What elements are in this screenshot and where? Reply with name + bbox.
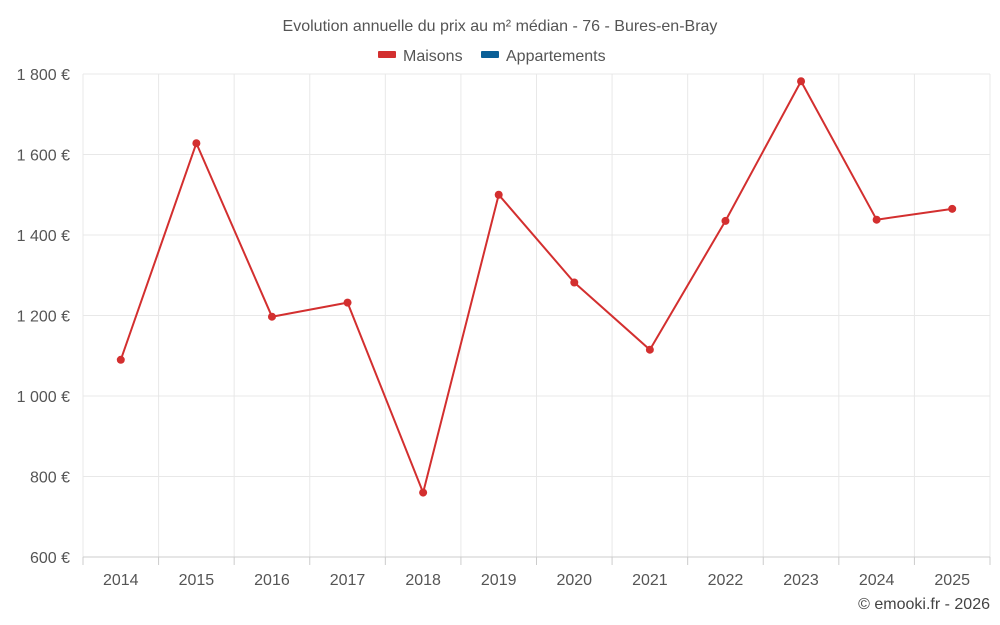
x-axis-ticks: 2014 2015 2016 2017 2018 2019 2020 2021 2022 2023…	[103, 572, 970, 589]
x-tick-label: 2015	[179, 572, 215, 589]
x-tick-label: 2016	[254, 572, 290, 589]
x-tick-label: 2020	[556, 572, 592, 589]
y-axis-ticks: 600 € 800 € 1 000 € 1 200 € 1 400 € 1 600 € 1 …	[17, 67, 70, 567]
y-tick-label: 1 800 €	[17, 67, 70, 84]
y-tick-label: 1 600 €	[17, 148, 70, 165]
grid	[82, 73, 991, 557]
y-tick-label: 1 200 €	[17, 309, 70, 326]
x-tick-label: 2024	[859, 572, 895, 589]
data-point-maisons[interactable]	[192, 139, 201, 148]
data-point-maisons[interactable]	[343, 298, 352, 307]
legend-swatch-appartements	[481, 51, 499, 58]
data-point-maisons[interactable]	[645, 345, 654, 354]
data-point-maisons[interactable]	[116, 355, 125, 364]
y-tick-label: 800 €	[30, 470, 70, 487]
data-point-maisons[interactable]	[948, 204, 957, 213]
x-tick-label: 2021	[632, 572, 668, 589]
x-tick-label: 2014	[103, 572, 139, 589]
credit-text: © emooki.fr - 2026	[858, 596, 990, 613]
data-point-maisons[interactable]	[494, 190, 503, 199]
series-line-maisons	[119, 80, 953, 494]
legend-swatch-maisons	[378, 51, 396, 58]
x-tick-label: 2019	[481, 572, 517, 589]
data-point-maisons[interactable]	[872, 215, 881, 224]
x-tick-label: 2022	[708, 572, 744, 589]
x-tick-label: 2025	[934, 572, 970, 589]
y-tick-label: 1 000 €	[17, 389, 70, 406]
legend-label-maisons: Maisons	[403, 48, 463, 65]
data-point-maisons[interactable]	[267, 312, 276, 321]
data-point-maisons[interactable]	[419, 488, 428, 497]
data-point-maisons[interactable]	[721, 216, 730, 225]
y-tick-label: 1 400 €	[17, 228, 70, 245]
x-tick-label: 2023	[783, 572, 819, 589]
x-tick-label: 2017	[330, 572, 366, 589]
legend-item-maisons[interactable]: Maisons	[378, 48, 463, 65]
data-point-maisons[interactable]	[570, 278, 579, 287]
legend-label-appartements: Appartements	[506, 48, 606, 65]
y-tick-label: 600 €	[30, 550, 70, 567]
series	[116, 77, 957, 497]
legend: Maisons Appartements	[378, 48, 606, 65]
x-tick-label: 2018	[405, 572, 441, 589]
chart-title: Evolution annuelle du prix au m² médian …	[283, 18, 718, 35]
legend-item-appartements[interactable]: Appartements	[481, 48, 606, 65]
axes	[82, 556, 991, 565]
data-point-maisons[interactable]	[797, 77, 806, 86]
